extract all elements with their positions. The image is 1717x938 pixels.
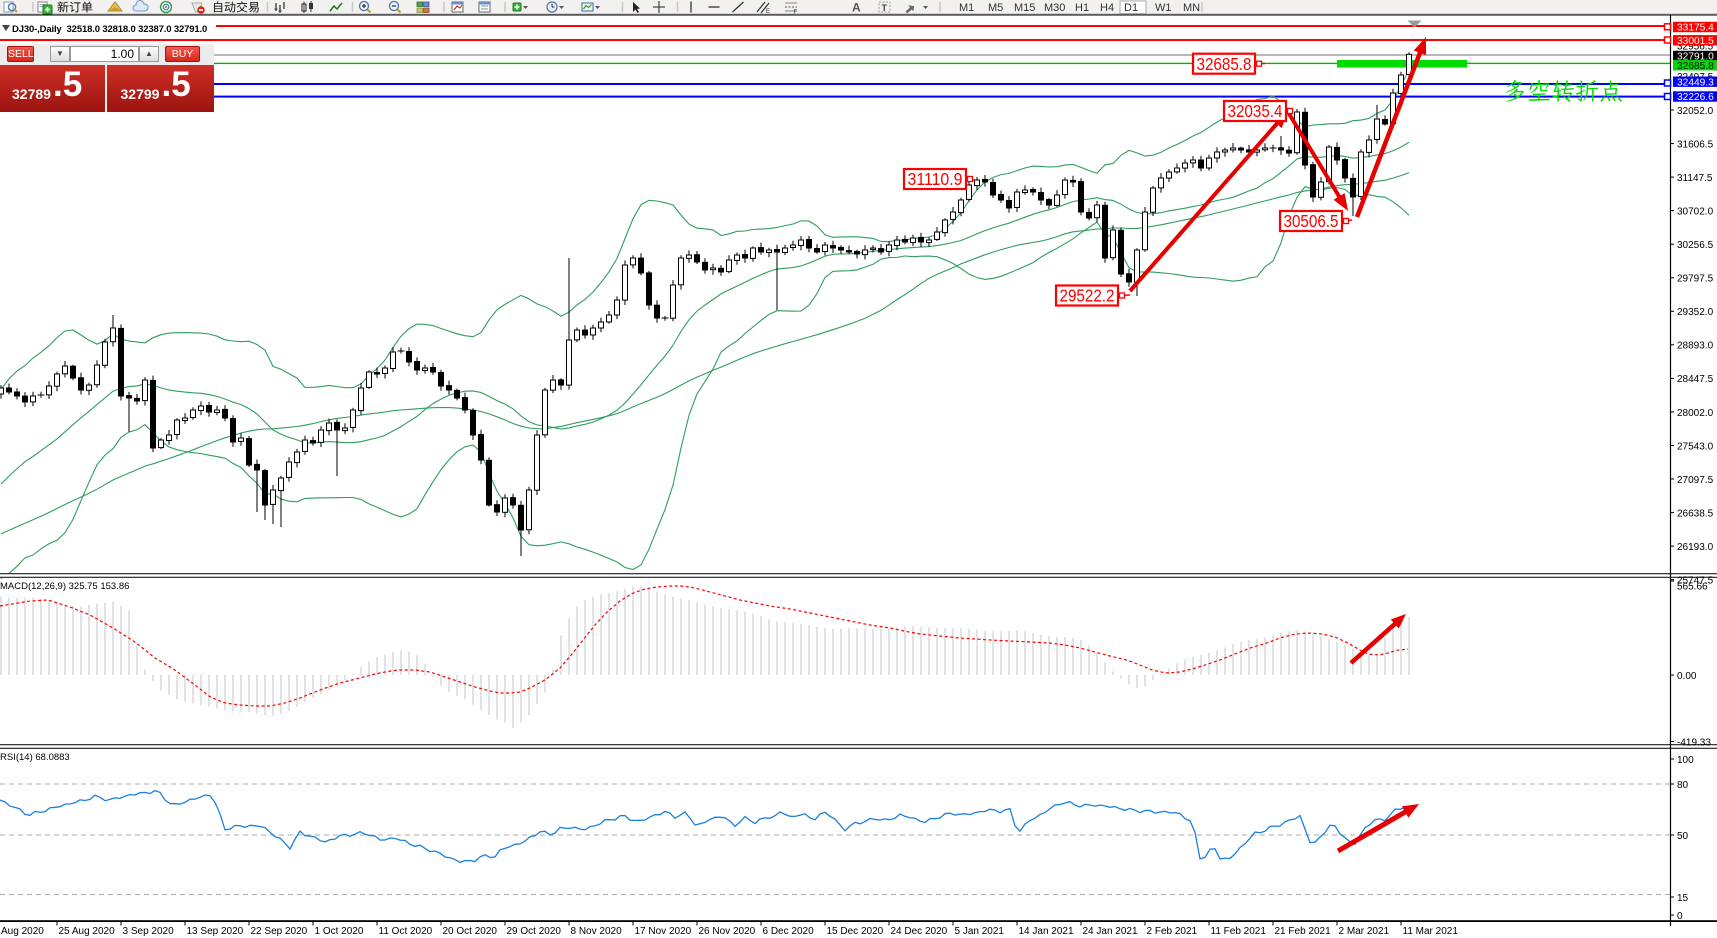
svg-text:33001.5: 33001.5 (1677, 36, 1714, 47)
svg-text:W1: W1 (1155, 2, 1172, 14)
svg-text:MACD(12,26,9) 325.75 153.86: MACD(12,26,9) 325.75 153.86 (0, 581, 129, 592)
svg-text:31110.9: 31110.9 (908, 169, 963, 189)
svg-text:29 Oct 2020: 29 Oct 2020 (507, 926, 562, 937)
svg-text:0: 0 (1677, 911, 1683, 922)
svg-text:E: E (766, 9, 770, 15)
svg-text:5 Jan 2021: 5 Jan 2021 (955, 926, 1005, 937)
svg-text:28002.0: 28002.0 (1677, 408, 1714, 419)
svg-text:26193.0: 26193.0 (1677, 542, 1714, 553)
svg-text:11 Oct 2020: 11 Oct 2020 (379, 926, 433, 937)
svg-text:32685.8: 32685.8 (1677, 61, 1714, 72)
svg-text:D1: D1 (1124, 2, 1138, 14)
svg-text:27543.0: 27543.0 (1677, 441, 1714, 452)
svg-text:100: 100 (1677, 755, 1694, 766)
svg-text:32791.0: 32791.0 (1677, 52, 1714, 63)
svg-text:50: 50 (1677, 831, 1689, 842)
svg-text:3 Sep 2020: 3 Sep 2020 (123, 926, 175, 937)
svg-text:30506.5: 30506.5 (1284, 211, 1339, 231)
svg-text:M15: M15 (1014, 2, 1035, 14)
svg-text:14 Jan 2021: 14 Jan 2021 (1019, 926, 1074, 937)
svg-text:565.66: 565.66 (1677, 582, 1708, 593)
svg-text:M30: M30 (1044, 2, 1065, 14)
svg-text:21 Feb 2021: 21 Feb 2021 (1275, 926, 1332, 937)
svg-text:H4: H4 (1100, 2, 1114, 14)
svg-text:30256.5: 30256.5 (1677, 240, 1714, 251)
svg-text:25 Aug 2020: 25 Aug 2020 (59, 926, 116, 937)
svg-text:2 Feb 2021: 2 Feb 2021 (1147, 926, 1198, 937)
svg-text:32449.3: 32449.3 (1677, 77, 1714, 88)
svg-text:29522.2: 29522.2 (1060, 286, 1115, 306)
svg-text:32685.8: 32685.8 (1197, 54, 1252, 74)
svg-text:15 Dec 2020: 15 Dec 2020 (827, 926, 884, 937)
svg-text:M1: M1 (959, 2, 974, 14)
svg-text:25747.5: 25747.5 (1677, 576, 1714, 587)
svg-text:31606.5: 31606.5 (1677, 139, 1714, 150)
svg-text:32035.4: 32035.4 (1228, 101, 1283, 121)
svg-text:24 Jan 2021: 24 Jan 2021 (1083, 926, 1138, 937)
svg-text:30702.0: 30702.0 (1677, 206, 1714, 217)
svg-text:32956.5: 32956.5 (1677, 42, 1714, 53)
svg-text:80: 80 (1677, 780, 1689, 791)
svg-text:M5: M5 (988, 2, 1003, 14)
svg-text:6 Dec 2020: 6 Dec 2020 (763, 926, 815, 937)
svg-text:13 Sep 2020: 13 Sep 2020 (187, 926, 244, 937)
svg-text:A: A (852, 1, 861, 15)
svg-text:1 Oct 2020: 1 Oct 2020 (315, 926, 364, 937)
svg-text:20 Oct 2020: 20 Oct 2020 (443, 926, 498, 937)
svg-text:28893.0: 28893.0 (1677, 341, 1714, 352)
svg-text:8 Nov 2020: 8 Nov 2020 (571, 926, 623, 937)
svg-text:27097.5: 27097.5 (1677, 475, 1714, 486)
svg-text:11 Feb 2021: 11 Feb 2021 (1211, 926, 1267, 937)
svg-text:26 Nov 2020: 26 Nov 2020 (699, 926, 756, 937)
svg-text:22 Sep 2020: 22 Sep 2020 (251, 926, 308, 937)
svg-text:33175.4: 33175.4 (1677, 23, 1714, 34)
svg-text:31147.5: 31147.5 (1677, 173, 1713, 184)
svg-text:0.00: 0.00 (1677, 671, 1697, 682)
svg-text:H1: H1 (1075, 2, 1089, 14)
svg-text:RSI(14) 68.0883: RSI(14) 68.0883 (0, 752, 70, 763)
svg-text:F: F (794, 10, 798, 16)
svg-text:24 Dec 2020: 24 Dec 2020 (891, 926, 948, 937)
svg-text:MN: MN (1183, 2, 1200, 14)
svg-text:17 Nov 2020: 17 Nov 2020 (635, 926, 692, 937)
svg-text:28447.5: 28447.5 (1677, 374, 1714, 385)
svg-text:26638.5: 26638.5 (1677, 508, 1714, 519)
svg-text:11 Mar 2021: 11 Mar 2021 (1403, 926, 1459, 937)
svg-text:T: T (882, 3, 888, 13)
svg-text:15: 15 (1677, 893, 1689, 904)
svg-text:-419.33: -419.33 (1677, 737, 1711, 748)
svg-text:Aug 2020: Aug 2020 (1, 926, 44, 937)
svg-text:32226.6: 32226.6 (1677, 92, 1714, 103)
svg-text:29797.5: 29797.5 (1677, 274, 1714, 285)
svg-text:2 Mar 2021: 2 Mar 2021 (1339, 926, 1390, 937)
svg-text:29352.0: 29352.0 (1677, 307, 1714, 318)
svg-text:32052.0: 32052.0 (1677, 106, 1714, 117)
